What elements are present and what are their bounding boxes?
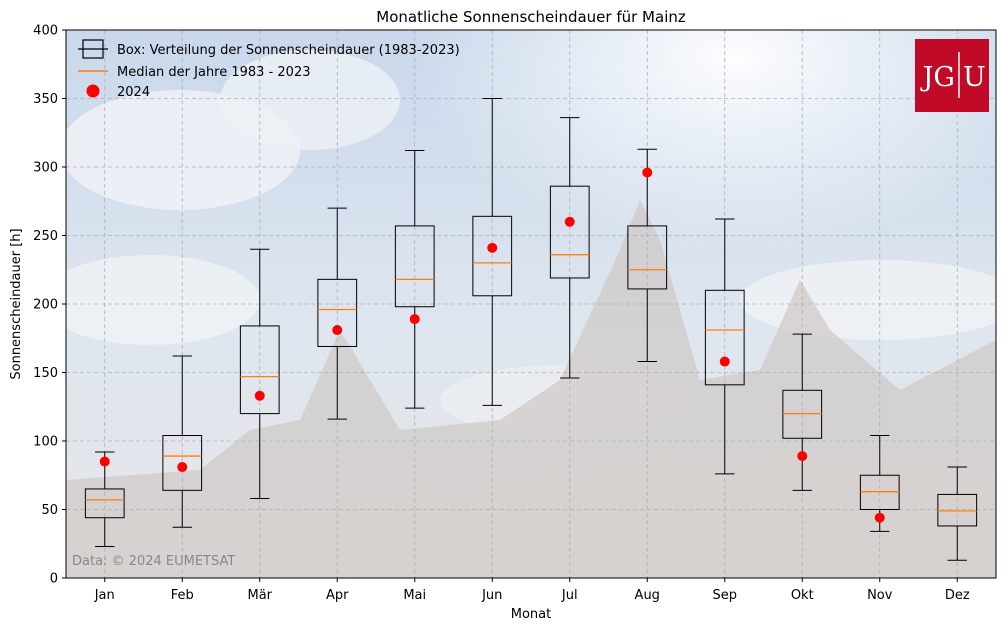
box-iqr xyxy=(472,215,513,297)
x-tick-label: Okt xyxy=(791,588,814,603)
x-tick-label: Mai xyxy=(403,588,426,603)
box-iqr xyxy=(394,225,435,308)
y-tick-label: 250 xyxy=(33,229,58,244)
x-axis: Jan Feb Mär Apr Mai Jun Jul Aug Sep Okt Nov Dez xyxy=(94,578,970,603)
x-tick-label: Jun xyxy=(481,588,502,603)
box-Apr xyxy=(317,207,358,420)
box-iqr xyxy=(627,225,668,290)
y-tick-label: 0 xyxy=(50,572,58,587)
point-2024-Okt xyxy=(797,451,808,462)
legend-label-box: Box: Verteilung der Sonnenscheindauer (1… xyxy=(117,43,460,58)
y-tick-label: 200 xyxy=(33,298,58,313)
point-2024-Jul xyxy=(564,216,575,227)
box-iqr xyxy=(782,389,823,439)
box-iqr xyxy=(239,325,280,415)
x-tick-label: Jul xyxy=(561,588,578,603)
point-2024-Apr xyxy=(332,325,343,336)
point-2024-Aug xyxy=(642,167,653,178)
box-Mai xyxy=(394,150,435,409)
point-2024-Mai xyxy=(409,314,420,325)
point-2024-Nov xyxy=(874,512,885,523)
box-Dez xyxy=(937,466,978,561)
box-Jun xyxy=(472,98,513,406)
y-tick-label: 50 xyxy=(41,503,58,518)
x-tick-label: Feb xyxy=(171,588,194,603)
x-tick-label: Mär xyxy=(247,588,272,603)
x-tick-label: Apr xyxy=(326,588,349,603)
box-iqr xyxy=(84,488,125,519)
y-tick-label: 350 xyxy=(33,92,58,107)
box-plots xyxy=(84,98,978,561)
box-Jul xyxy=(549,117,590,379)
y-tick-label: 300 xyxy=(33,161,58,176)
y-axis: 0 50 100 150 200 250 300 350 400 xyxy=(33,24,66,587)
x-tick-label: Nov xyxy=(867,588,893,603)
box-Aug xyxy=(627,148,668,363)
y-tick-label: 400 xyxy=(33,24,58,39)
legend-box-swatch xyxy=(82,39,104,59)
box-Jan xyxy=(84,451,125,547)
jgu-logo: JG U xyxy=(915,39,989,112)
box-iqr xyxy=(937,493,978,527)
data-credit: Data: © 2024 EUMETSAT xyxy=(72,554,235,569)
x-axis-title: Monat xyxy=(511,607,551,622)
point-2024-Mär xyxy=(254,390,265,401)
box-iqr xyxy=(549,185,590,279)
y-tick-label: 150 xyxy=(33,366,58,381)
x-tick-label: Sep xyxy=(712,588,737,603)
box-iqr xyxy=(162,435,203,491)
logo-text-left: JG xyxy=(920,62,955,93)
y-axis-title: Sonnenscheindauer [h] xyxy=(9,228,24,379)
chart-title: Monatliche Sonnenscheindauer für Mainz xyxy=(376,8,686,26)
box-Mär xyxy=(239,248,280,500)
legend: Box: Verteilung der Sonnenscheindauer (1… xyxy=(78,39,460,100)
x-tick-label: Jan xyxy=(94,588,115,603)
point-2024-Sep xyxy=(719,356,730,367)
point-2024-Jan xyxy=(99,456,110,467)
point-2024-Feb xyxy=(177,462,188,473)
legend-2024-dot xyxy=(86,84,100,98)
legend-label-median: Median der Jahre 1983 - 2023 xyxy=(117,65,311,80)
box-iqr xyxy=(859,474,900,510)
box-Feb xyxy=(162,355,203,528)
legend-label-2024: 2024 xyxy=(117,85,150,100)
y-tick-label: 100 xyxy=(33,435,58,450)
box-iqr xyxy=(704,289,745,386)
points-2024 xyxy=(99,167,885,523)
x-tick-label: Aug xyxy=(635,588,660,603)
box-iqr xyxy=(317,278,358,347)
x-tick-label: Dez xyxy=(945,588,970,603)
box-Okt xyxy=(782,333,823,491)
point-2024-Jun xyxy=(487,242,498,253)
box-Sep xyxy=(704,218,745,475)
logo-text-right: U xyxy=(963,62,986,93)
